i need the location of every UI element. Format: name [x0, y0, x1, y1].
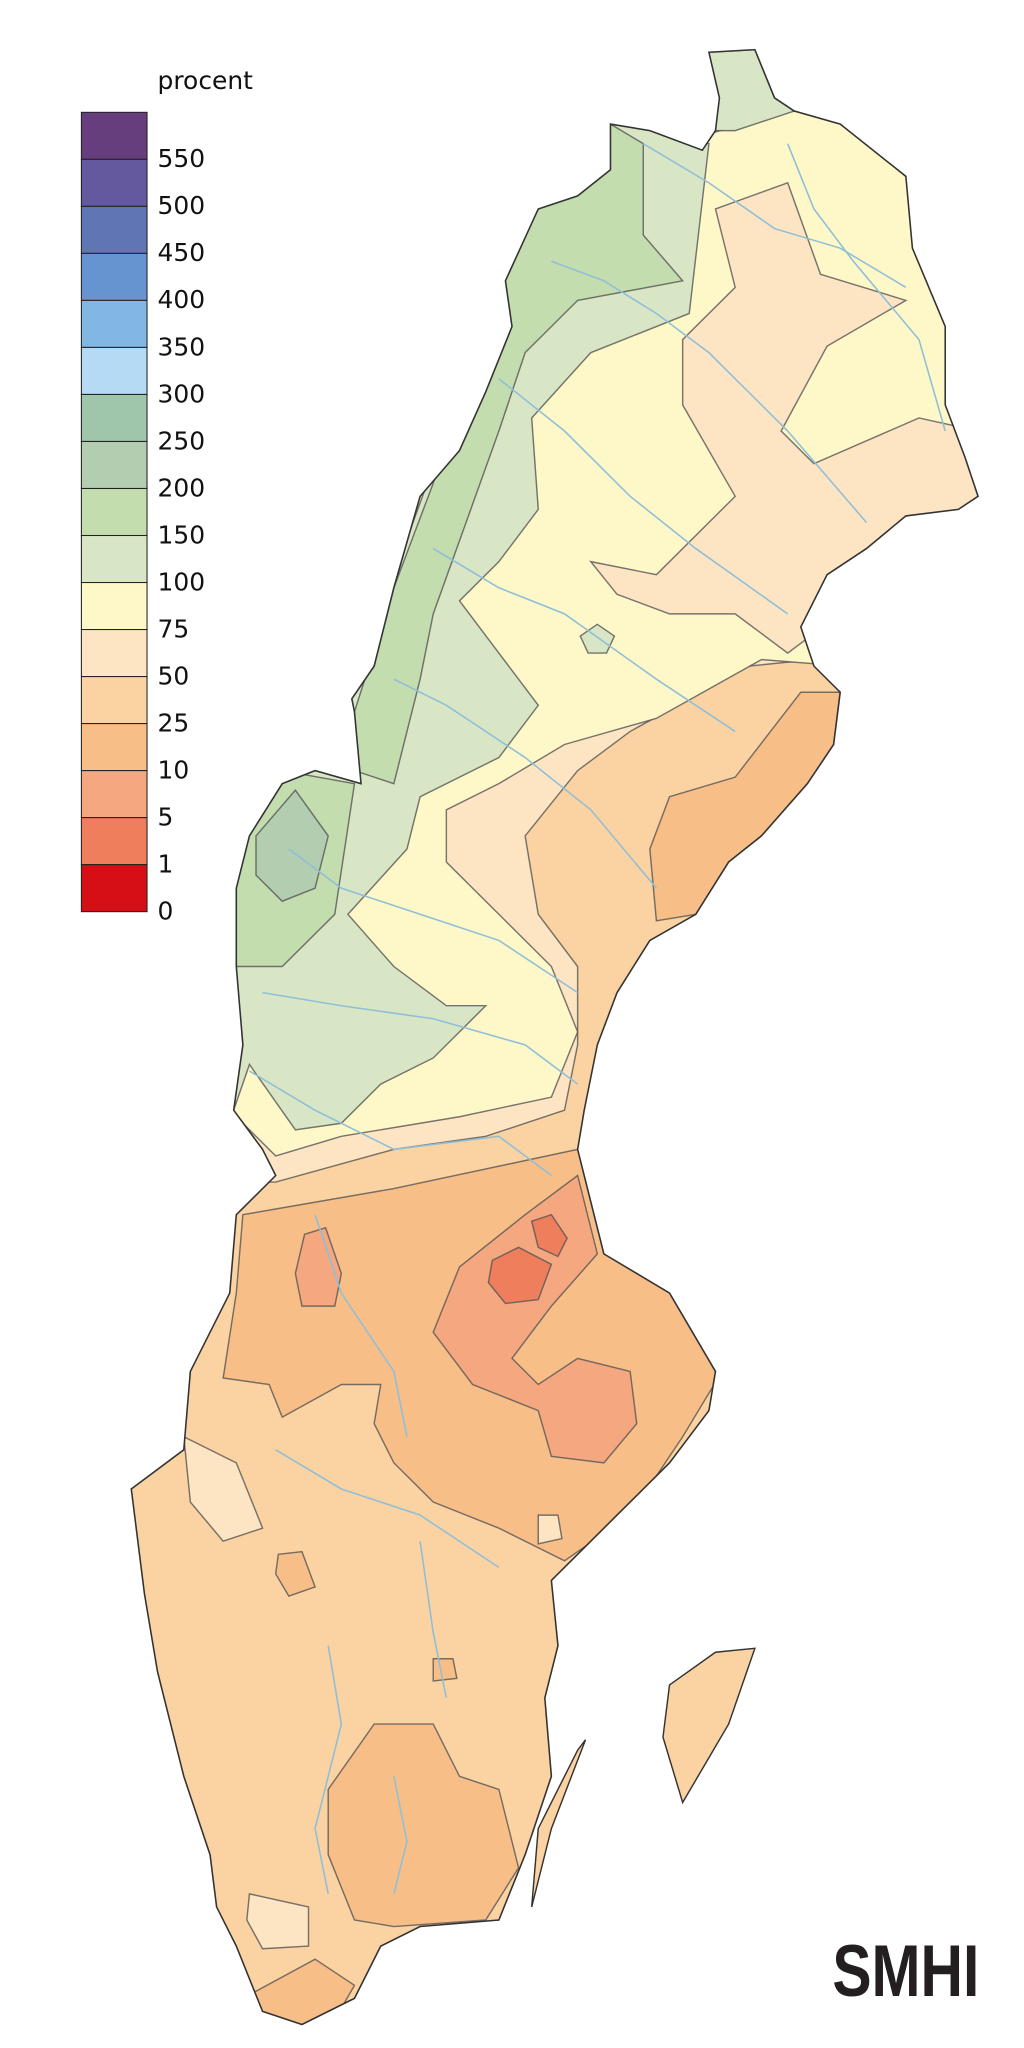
legend-swatch-350 — [80, 299, 148, 348]
zone-50 — [246, 1893, 310, 1950]
legend-label-0: 0 — [158, 897, 174, 926]
legend-label-400: 400 — [158, 285, 206, 314]
legend-swatch-10 — [80, 723, 148, 772]
zone-1 — [487, 1246, 553, 1305]
river — [786, 143, 946, 432]
legend-label-75: 75 — [158, 614, 190, 643]
legend-label-25: 25 — [158, 708, 190, 737]
river — [249, 1070, 552, 1177]
legend-label-350: 350 — [158, 332, 206, 361]
zone-100 — [222, 116, 710, 1131]
zone-5 — [432, 1174, 638, 1464]
legend-swatch-5 — [80, 770, 148, 819]
river — [314, 1214, 408, 1437]
river — [419, 1541, 448, 1699]
legend-label-200: 200 — [158, 473, 206, 502]
gotland-island — [662, 1647, 756, 1805]
river — [642, 143, 907, 289]
legend-label-500: 500 — [158, 191, 206, 220]
zone-1 — [530, 1213, 568, 1258]
river — [288, 848, 579, 994]
legend-swatch-0 — [80, 864, 148, 913]
legend-label-250: 250 — [158, 426, 206, 455]
legend-label-10: 10 — [158, 756, 190, 785]
river — [393, 678, 658, 889]
oland-island — [530, 1739, 587, 1908]
river — [393, 1776, 408, 1895]
zone-10 — [327, 1723, 520, 1928]
legend-label-450: 450 — [158, 238, 206, 267]
zone-10 — [274, 1550, 317, 1597]
river — [275, 1449, 500, 1568]
zone-150 — [313, 123, 685, 785]
legend-swatch-500 — [80, 158, 148, 207]
legend-label-5: 5 — [158, 803, 174, 832]
smhi-logo: SMHI — [832, 1930, 979, 2012]
zone-50 — [182, 1435, 264, 1543]
legend-label-50: 50 — [158, 661, 190, 690]
legend-swatch-550 — [80, 111, 148, 160]
river — [498, 378, 789, 615]
legend-swatch-250 — [80, 393, 148, 442]
legend-label-550: 550 — [158, 144, 206, 173]
legend-swatch-75 — [80, 582, 148, 631]
zone-200 — [255, 789, 329, 903]
river — [551, 260, 868, 523]
legend-swatch-150 — [80, 487, 148, 537]
zone-10 — [432, 1658, 458, 1682]
legend-swatch-450 — [80, 205, 148, 254]
legend-swatch-1 — [80, 817, 148, 866]
river — [314, 1645, 343, 1895]
zone-50 — [537, 1514, 563, 1545]
legend-swatch-50 — [80, 629, 148, 678]
legend-swatch-300 — [80, 346, 148, 395]
legend-label-300: 300 — [158, 379, 206, 408]
legend-label-1: 1 — [158, 850, 174, 879]
zone-5 — [294, 1226, 343, 1307]
river — [432, 547, 736, 733]
legend-swatch-400 — [80, 252, 148, 301]
legend: procent 55050045040035030025020015010075… — [80, 66, 254, 926]
legend-swatch-100 — [80, 534, 148, 584]
legend-swatch-200 — [80, 440, 148, 490]
legend-swatch-25 — [80, 676, 148, 725]
legend-label-100: 100 — [158, 567, 206, 596]
country-outline — [130, 48, 979, 2026]
legend-label-150: 150 — [158, 520, 206, 549]
legend-title: procent — [158, 66, 254, 95]
river — [262, 991, 579, 1085]
